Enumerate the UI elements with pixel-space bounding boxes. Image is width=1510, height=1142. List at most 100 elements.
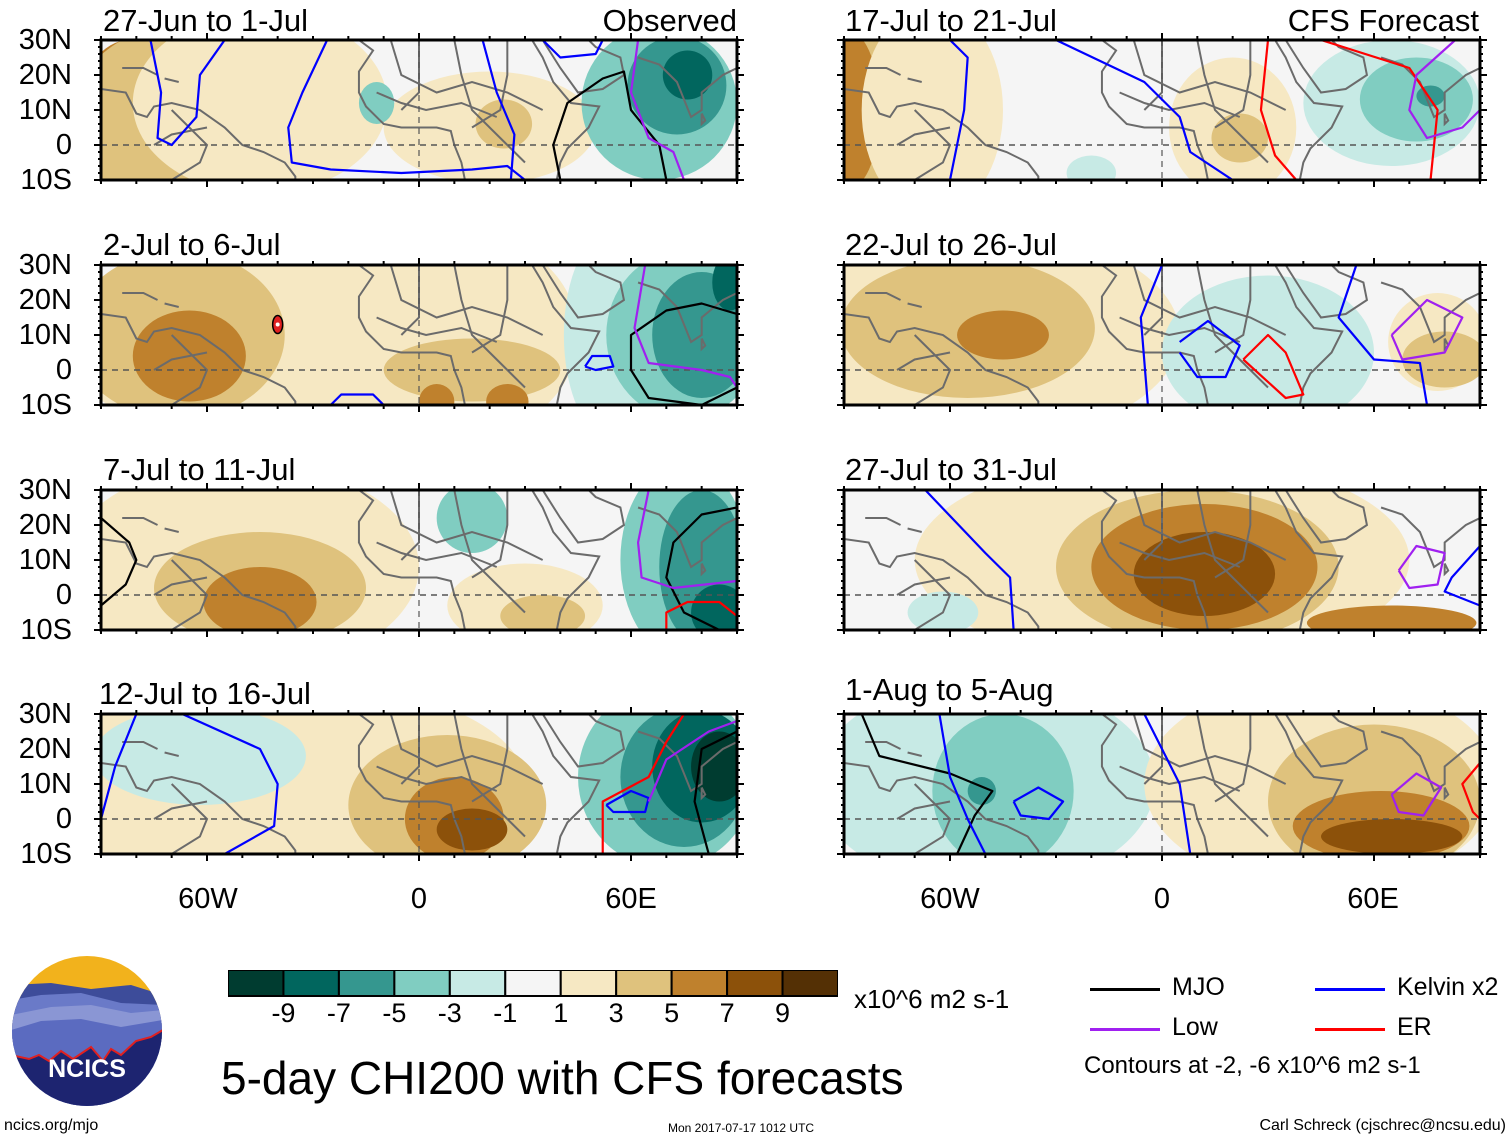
coastline [1284, 714, 1369, 768]
coastline [471, 265, 509, 354]
anomaly-region [203, 567, 317, 630]
coastline [1214, 40, 1252, 129]
coastline [122, 741, 158, 750]
coastline [913, 783, 952, 854]
contour-kelvin-x2 [541, 40, 604, 59]
ytick-label: 20N [18, 284, 72, 316]
ytick-label: 20N [18, 509, 72, 541]
coastline [453, 490, 526, 614]
xtick-label-0-left: 0 [410, 883, 428, 915]
map-panel-p2 [94, 258, 744, 412]
ytick-label: 0 [55, 579, 72, 611]
contour-low [647, 719, 737, 802]
coastline [1380, 281, 1480, 344]
contour-kelvin-x2 [1337, 265, 1429, 405]
xtick-label-60e-left: 60E [605, 883, 657, 915]
coastline [1196, 40, 1269, 164]
contour-low [1390, 772, 1443, 817]
map-panel-p3 [94, 483, 744, 637]
coastline [1132, 714, 1287, 785]
coastline [1284, 490, 1369, 544]
anomaly-region [358, 82, 395, 124]
map-panels [94, 33, 1487, 861]
anomaly-region [475, 99, 533, 149]
coastline [1100, 490, 1209, 630]
anomaly-region [436, 490, 508, 553]
contour-mjo [665, 506, 737, 630]
colorbar-swatch [726, 970, 784, 997]
coastline [164, 751, 179, 757]
contour-kelvin-x2 [1055, 40, 1234, 180]
legend-label-mjo: MJO [1172, 973, 1225, 1001]
anomaly-region [1321, 819, 1463, 854]
ytick-label: 10N [18, 544, 72, 576]
anomaly-region [662, 50, 713, 100]
contour-kelvin-x2 [605, 789, 650, 814]
colorbar-swatch [670, 970, 729, 997]
contour-kelvin-x2 [948, 40, 969, 180]
ytick-label: 20N [18, 59, 72, 91]
footer-timestamp: Mon 2017-07-17 1012 UTC [668, 1121, 815, 1135]
map-panel-p6 [837, 258, 1487, 412]
legend-line-mjo [1090, 988, 1160, 991]
colorbar-tick-label: -5 [382, 998, 407, 1028]
contour-low [1408, 40, 1480, 140]
coastline [1119, 316, 1241, 343]
panel-title-p2: 2-Jul to 6-Jul [103, 227, 281, 262]
contour-mjo [101, 517, 138, 607]
colorbar-swatch [393, 970, 451, 997]
coastline [700, 563, 707, 577]
coastline [700, 338, 707, 352]
contour-kelvin-x2 [1178, 319, 1241, 379]
contour-low [1397, 544, 1446, 590]
coastline [531, 40, 601, 180]
coastline [389, 714, 544, 785]
panel-title-p3: 7-Jul to 11-Jul [103, 452, 296, 487]
coastline [453, 714, 526, 838]
map-panel-p1 [94, 33, 744, 187]
coastline [376, 541, 498, 568]
coastline [376, 765, 498, 792]
contour-er [1320, 40, 1439, 180]
anomaly-region [1306, 605, 1477, 630]
contour-er [1461, 762, 1480, 820]
contour-kelvin-x2 [1443, 545, 1480, 607]
coastline [101, 762, 297, 854]
coastline [1119, 541, 1241, 568]
coastline [1214, 490, 1252, 579]
coastline [865, 67, 901, 76]
coastline [541, 490, 626, 544]
map-panel-p5 [837, 33, 1487, 187]
colorbar-swatch [781, 970, 838, 997]
coastline [153, 576, 208, 596]
coastline [453, 40, 526, 164]
colorbar-tick-label: 3 [608, 998, 624, 1028]
legend-label-er: ER [1397, 1013, 1432, 1041]
contour-kelvin-x2 [481, 40, 516, 180]
map-panel-p7 [837, 483, 1487, 637]
coastline [1100, 40, 1209, 180]
legend-note: Contours at -2, -6 x10^6 m2 s-1 [1084, 1052, 1421, 1079]
map-panel-p4 [94, 707, 744, 861]
coastline [1196, 714, 1269, 838]
contour-er [1259, 40, 1298, 180]
coastline [531, 265, 601, 405]
coastline [1284, 40, 1369, 94]
contour-low [1390, 298, 1464, 361]
contour-er [665, 600, 737, 630]
footer-url: ncics.org/mjo [4, 1117, 99, 1134]
coastline [1443, 563, 1450, 577]
xtick-label-60w-right: 60W [920, 883, 980, 915]
ytick-label: 0 [55, 803, 72, 835]
contour-kelvin-x2 [584, 354, 615, 372]
coastline [1274, 714, 1344, 854]
colorbar-swatch [615, 970, 673, 997]
coastline [844, 313, 1040, 405]
coastline [101, 313, 297, 405]
coastline [700, 113, 707, 127]
coastline [541, 714, 626, 768]
coastline [453, 265, 526, 389]
coastline [1100, 265, 1209, 405]
panel-title-p5: 17-Jul to 21-Jul [845, 3, 1057, 38]
ytick-label: 0 [55, 129, 72, 161]
